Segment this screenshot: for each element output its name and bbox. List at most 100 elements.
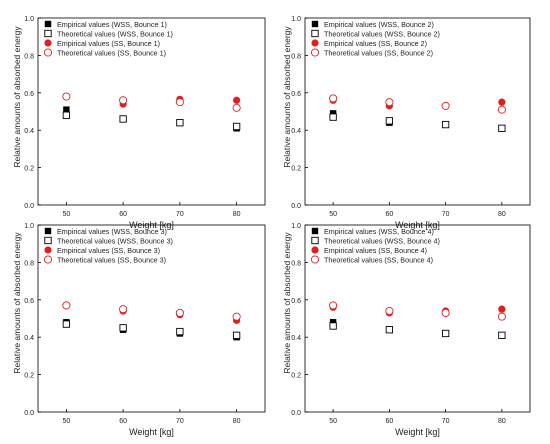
x-axis-label: Weight [kg]: [395, 427, 440, 437]
legend-marker: [44, 236, 52, 245]
data-point-open-circle: [62, 301, 71, 310]
x-tick-label: 80: [233, 211, 241, 218]
y-tick-label: 0.4: [24, 128, 34, 135]
x-tick-label: 70: [442, 211, 450, 218]
y-tick-label: 0.2: [24, 373, 34, 380]
x-tick-label: 80: [233, 418, 241, 425]
legend-entry: Theoretical values (WSS, Bounce 3): [57, 236, 173, 245]
data-point-open-square: [62, 320, 71, 328]
data-point-open-square: [385, 117, 394, 125]
y-tick-label: 0.0: [24, 203, 34, 210]
legend-marker: [311, 39, 319, 47]
data-point-open-circle: [329, 301, 338, 310]
data-point-filled-circle: [498, 305, 506, 313]
x-tick-label: 50: [62, 211, 70, 218]
data-point-open-circle: [119, 305, 128, 314]
data-point-open-square: [329, 322, 337, 330]
legend-marker: [44, 246, 52, 254]
x-tick-label: 60: [119, 211, 127, 218]
x-tick-label: 50: [62, 418, 70, 425]
legend-entry: Theoretical values (SS, Bounce 3): [57, 255, 166, 264]
y-tick-label: 0.2: [291, 373, 301, 380]
legend-entry: Theoretical values (WSS, Bounce 4): [324, 236, 440, 245]
y-tick-label: 0.8: [24, 53, 34, 60]
data-point-open-circle: [385, 98, 394, 107]
legend-marker: [311, 236, 319, 245]
legend-marker: [311, 246, 319, 254]
legend-entry: Empirical values (WSS, Bounce 1): [57, 20, 167, 29]
plot-frame: [304, 17, 531, 206]
plot-frame: [37, 17, 266, 206]
legend-marker: [44, 20, 52, 28]
legend-marker: [311, 29, 319, 38]
y-tick-label: 0.2: [291, 166, 301, 173]
y-tick-label: 0.8: [291, 53, 301, 60]
legend-entry: Empirical values (SS, Bounce 4): [324, 246, 427, 255]
legend-entry: Empirical values (SS, Bounce 2): [324, 39, 427, 48]
data-point-open-square: [385, 326, 394, 334]
y-tick-label: 0.4: [291, 335, 301, 342]
legend-marker: [43, 255, 53, 264]
data-point-open-circle: [385, 306, 394, 316]
legend-entry: Theoretical values (SS, Bounce 2): [324, 48, 433, 57]
y-tick-label: 0.8: [24, 260, 34, 267]
data-point-open-circle: [329, 94, 338, 103]
y-tick-label: 0.0: [24, 410, 34, 417]
legend-marker: [44, 29, 52, 38]
data-point-open-square: [498, 331, 506, 339]
x-tick-label: 60: [385, 211, 393, 218]
legend-marker: [310, 255, 320, 264]
data-point-filled-circle: [233, 96, 241, 104]
data-point-open-square: [232, 331, 241, 339]
plot-frame: [304, 224, 531, 413]
data-point-open-circle: [497, 105, 506, 114]
x-tick-label: 70: [442, 418, 450, 425]
y-tick-label: 0.6: [291, 91, 301, 98]
data-point-open-square: [176, 119, 184, 127]
panel-4: 0.0 0.2 0.4 0.6 0.8 1.0 50 60 70 80 Weight [kg] Rel…: [282, 223, 531, 437]
y-tick-label: 0.6: [291, 298, 301, 305]
data-point-filled-circle: [498, 98, 506, 106]
legend-marker: [310, 48, 320, 57]
data-point-open-circle: [441, 308, 450, 317]
y-tick-label: 0.6: [24, 91, 34, 98]
data-point-filled-square: [329, 319, 337, 326]
data-point-open-square: [232, 122, 241, 131]
data-point-open-circle: [232, 312, 241, 321]
x-tick-label: 70: [176, 211, 184, 218]
data-point-open-circle: [232, 103, 241, 112]
legend-marker: [44, 39, 52, 47]
data-point-open-square: [119, 324, 127, 332]
legend-entry: Empirical values (SS, Bounce 3): [57, 246, 160, 255]
legend-entry: Theoretical values (WSS, Bounce 2): [324, 29, 440, 38]
y-tick-label: 0.0: [291, 203, 301, 210]
y-tick-label: 1.0: [24, 223, 34, 230]
y-tick-label: 1.0: [24, 16, 34, 23]
y-axis-label: Relative amounts of absorbed energy: [12, 26, 22, 168]
data-point-open-square: [119, 115, 127, 123]
plot-frame: [37, 224, 266, 413]
legend-marker: [44, 227, 52, 235]
legend-entry: Theoretical values (WSS, Bounce 1): [57, 29, 173, 38]
y-tick-label: 0.8: [291, 260, 301, 267]
x-tick-label: 50: [329, 211, 337, 218]
panel-3: 0.0 0.2 0.4 0.6 0.8 1.0 50 60 70 80 Weight [kg] Rel…: [12, 223, 266, 437]
data-point-open-square: [62, 111, 71, 119]
data-point-filled-square: [329, 110, 337, 117]
y-tick-label: 1.0: [291, 223, 301, 230]
y-tick-label: 0.4: [291, 128, 301, 135]
legend-entry: Theoretical values (SS, Bounce 4): [324, 255, 433, 264]
x-axis-label: Weight [kg]: [129, 427, 174, 437]
y-axis-label: Relative amounts of absorbed energy: [282, 232, 292, 374]
data-point-open-square: [176, 327, 184, 336]
y-tick-label: 0.6: [24, 298, 34, 305]
x-tick-label: 60: [385, 418, 393, 425]
legend-entry: Empirical values (WSS, Bounce 2): [324, 20, 434, 29]
legend-entry: Theoretical values (SS, Bounce 1): [57, 48, 166, 57]
x-tick-label: 80: [498, 418, 506, 425]
data-point-open-square: [498, 124, 506, 132]
data-point-open-square: [329, 113, 337, 121]
data-point-open-square: [441, 329, 450, 338]
x-tick-label: 60: [119, 418, 127, 425]
